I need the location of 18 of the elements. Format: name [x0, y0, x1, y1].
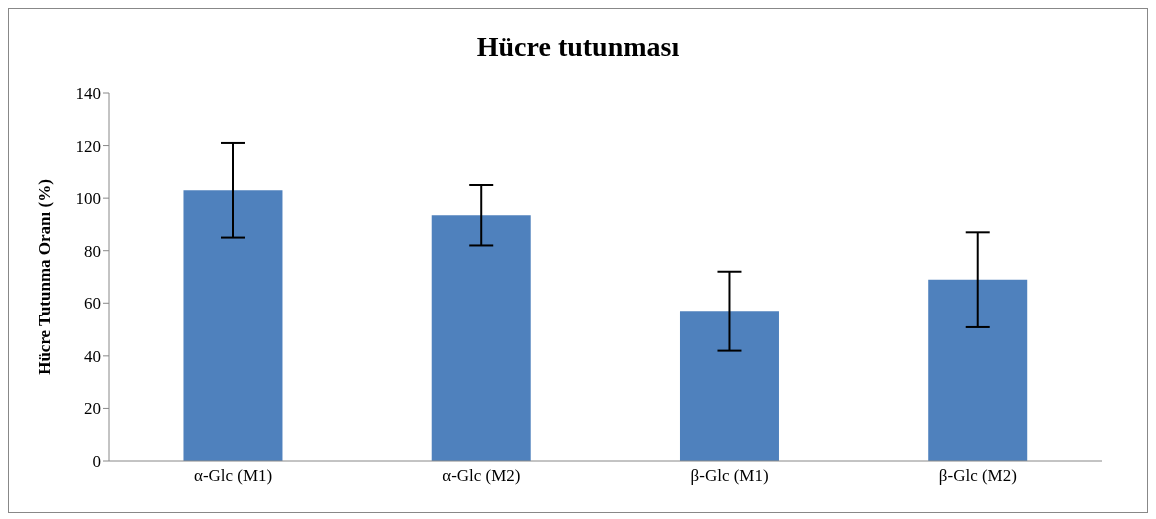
bar — [928, 279, 1028, 461]
y-tick-label: 60 — [84, 294, 101, 314]
y-tick-label: 140 — [75, 84, 101, 104]
bar — [183, 190, 283, 461]
x-tick-label: β-Glc (M2) — [938, 466, 1017, 486]
y-tick-label: 20 — [84, 399, 101, 419]
y-tick-label: 100 — [75, 189, 101, 209]
x-tick-label: α-Glc (M2) — [442, 466, 521, 486]
y-tick-label: 0 — [92, 452, 101, 472]
y-axis-title: Hücre Tutunma Oranı (%) — [35, 179, 55, 375]
chart-title: Hücre tutunması — [475, 30, 681, 64]
x-tick-label: α-Glc (M1) — [193, 466, 273, 486]
bar — [431, 215, 531, 461]
y-tick-label: 120 — [75, 136, 101, 156]
y-tick-label: 80 — [84, 241, 101, 261]
bar — [679, 311, 779, 461]
y-tick-label: 40 — [84, 346, 101, 366]
x-tick-label: β-Glc (M1) — [690, 466, 769, 486]
